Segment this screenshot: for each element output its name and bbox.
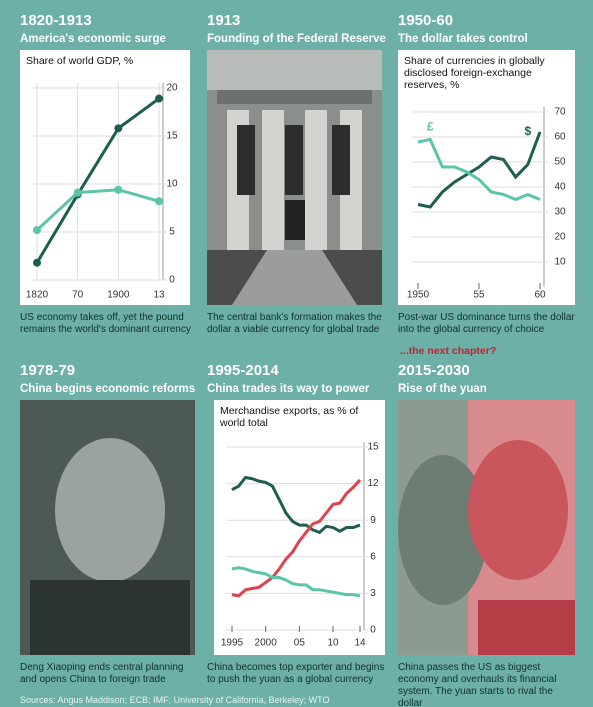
x-tick-label: 1950 <box>407 290 430 301</box>
x-tick-label: 1900 <box>107 290 130 301</box>
y-tick-label: 50 <box>554 157 566 168</box>
source: Sources: Angus Maddison; ECB; IMF; Unive… <box>20 695 330 705</box>
x-tick-label: 05 <box>294 638 306 649</box>
fed-building-image <box>207 50 382 305</box>
y-tick-label: 5 <box>169 227 175 238</box>
series-line <box>231 566 361 598</box>
point <box>33 258 41 267</box>
annotation: $ <box>524 124 531 138</box>
series-line <box>35 188 160 232</box>
x-tick-label: 14 <box>354 638 366 649</box>
chart-title: Merchandise exports, as % of world total <box>220 405 359 429</box>
x-tick-label: 13 <box>153 290 165 301</box>
panel-heading: 1995-2014 <box>207 362 279 379</box>
y-tick-label: 70 <box>554 107 566 118</box>
x-tick-label: 60 <box>534 290 546 301</box>
panel-caption: The central bank's formation makes the d… <box>207 312 382 335</box>
point <box>33 226 41 235</box>
chart: 10 20 30 40 50 60 70 1950 55 60 £ $ <box>407 107 566 301</box>
panel-heading: 1950-60 <box>398 12 454 29</box>
point <box>155 197 163 206</box>
panel-heading: 1978-79 <box>20 362 76 379</box>
series-line <box>231 475 361 535</box>
chart-title: Share of currencies in globally disclose… <box>404 55 545 91</box>
panel-caption: Post-war US dominance turns the dollar i… <box>398 312 575 335</box>
y-tick-label: 10 <box>166 179 178 190</box>
y-tick-label: 15 <box>166 131 178 142</box>
panel-subheading: The dollar takes control <box>398 33 528 45</box>
panel-caption: Deng Xiaoping ends central planning and … <box>20 662 184 685</box>
panel-heading: 1820-1913 <box>20 12 92 29</box>
teaser: ...the next chapter? <box>400 345 497 357</box>
y-tick-label: 15 <box>367 442 379 453</box>
annotation: £ <box>427 120 434 134</box>
y-tick-label: 0 <box>169 275 175 286</box>
y-tick-label: 30 <box>554 207 566 218</box>
y-tick-label: 20 <box>166 83 178 94</box>
panel-caption: China passes the US as biggest economy a… <box>398 662 557 707</box>
banknotes-image <box>398 400 575 655</box>
panel-subheading: China trades its way to power <box>207 383 370 395</box>
y-tick-label: 3 <box>370 588 376 599</box>
point <box>114 185 123 194</box>
y-tick-label: 20 <box>554 232 566 243</box>
panel-subheading: Founding of the Federal Reserve <box>207 33 386 45</box>
panel-caption: US economy takes off, yet the pound rema… <box>20 312 191 335</box>
deng-portrait-image <box>20 400 195 655</box>
point <box>155 94 163 103</box>
y-tick-label: 10 <box>554 257 566 268</box>
panel-subheading: Rise of the yuan <box>398 383 487 395</box>
panel-subheading: China begins economic reforms <box>20 383 196 395</box>
x-tick-label: 70 <box>72 290 84 301</box>
point <box>73 188 82 197</box>
series-line <box>231 478 362 598</box>
y-tick-label: 60 <box>554 132 566 143</box>
chart-box <box>20 50 190 305</box>
y-tick-label: 0 <box>370 625 376 636</box>
y-tick-label: 40 <box>554 182 566 193</box>
y-tick-label: 9 <box>370 515 376 526</box>
y-tick-label: 6 <box>370 551 376 562</box>
x-tick-label: 10 <box>327 638 339 649</box>
series-line <box>417 131 542 209</box>
point <box>114 124 123 133</box>
y-tick-label: 12 <box>367 478 379 489</box>
chart-title: Share of world GDP, % <box>26 55 134 67</box>
chart: 0 3 6 9 12 15 1995 2000 05 10 14 <box>221 442 379 649</box>
panel-heading: 1913 <box>207 12 241 29</box>
panel-heading: 2015-2030 <box>398 362 470 379</box>
series-line <box>417 137 541 202</box>
panel-subheading: America's economic surge <box>20 33 166 45</box>
x-tick-label: 1995 <box>221 638 244 649</box>
x-tick-label: 2000 <box>255 638 278 649</box>
x-tick-label: 55 <box>473 290 485 301</box>
x-tick-label: 1820 <box>26 290 49 301</box>
panel-caption: China becomes top exporter and begins to… <box>207 662 385 685</box>
series-line <box>35 97 160 264</box>
chart: 0 5 10 15 20 1820 70 1900 13 <box>26 83 178 301</box>
